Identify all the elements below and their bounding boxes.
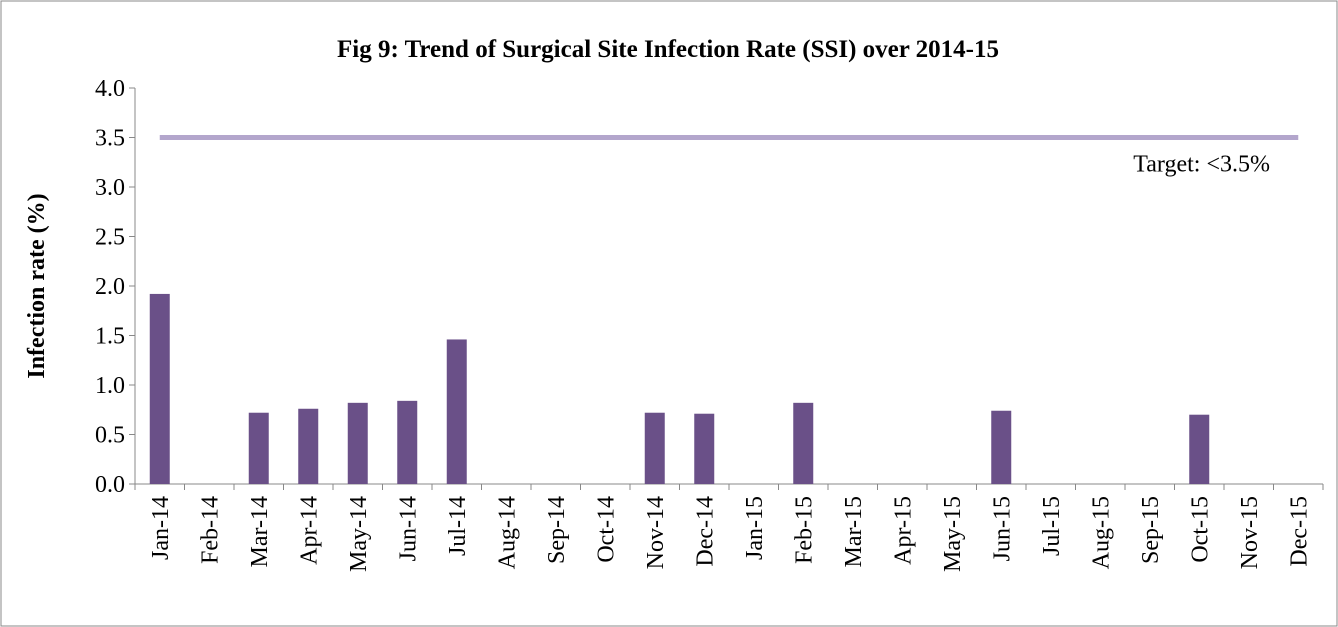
bar [793,402,814,484]
x-tick-label: Feb-15 [791,496,817,564]
x-tick-label: Mar-14 [247,496,273,568]
x-tick-label: Jun-15 [989,496,1015,561]
x-tick-label: Jan-14 [148,496,174,560]
y-tick-label: 1.5 [95,324,125,350]
x-tick-label: Apr-14 [296,496,322,565]
x-tick-label: Nov-14 [643,496,669,569]
x-tick-label: May-14 [346,496,372,572]
x-tick-label: Jul-14 [445,496,471,556]
bar [446,339,467,484]
y-tick-label: 1.0 [95,373,125,399]
x-tick-label: Aug-14 [494,496,520,569]
x-tick-label: May-15 [940,496,966,572]
x-tick-label: Sep-15 [1138,496,1164,564]
chart-title: Fig 9: Trend of Surgical Site Infection … [337,36,999,63]
x-tick-label: Jan-15 [742,496,768,560]
bar [149,293,170,484]
bar [644,412,665,484]
y-tick-label: 2.0 [95,274,125,300]
x-tick-label: Aug-15 [1088,496,1114,569]
bar [248,412,269,484]
x-tick-label: Oct-15 [1187,496,1213,563]
x-tick-label: Apr-15 [890,496,916,565]
bar [1189,414,1210,484]
y-axis-label: Infection rate (%) [24,193,50,378]
x-tick-label: Feb-14 [197,496,223,564]
x-tick-label: Nov-15 [1237,496,1263,569]
target-label: Target: <3.5% [1133,152,1270,178]
bar [347,402,368,484]
bar [397,400,418,484]
x-tick-label: Dec-15 [1286,496,1312,567]
y-tick-label: 4.0 [95,76,125,102]
y-tick-label: 2.5 [95,225,125,251]
x-tick-label: Jul-15 [1039,496,1065,556]
x-tick-label: Dec-14 [692,496,718,567]
bar [298,408,319,484]
x-tick-label: Mar-15 [841,496,867,568]
x-tick-label: Oct-14 [593,496,619,563]
y-tick-label: 3.0 [95,175,125,201]
bar [694,413,715,484]
bar [991,410,1012,484]
y-tick-label: 0.5 [95,423,125,449]
x-tick-label: Sep-14 [544,496,570,564]
y-tick-label: 0.0 [95,472,125,498]
x-tick-label: Jun-14 [395,496,421,561]
y-tick-label: 3.5 [95,126,125,152]
